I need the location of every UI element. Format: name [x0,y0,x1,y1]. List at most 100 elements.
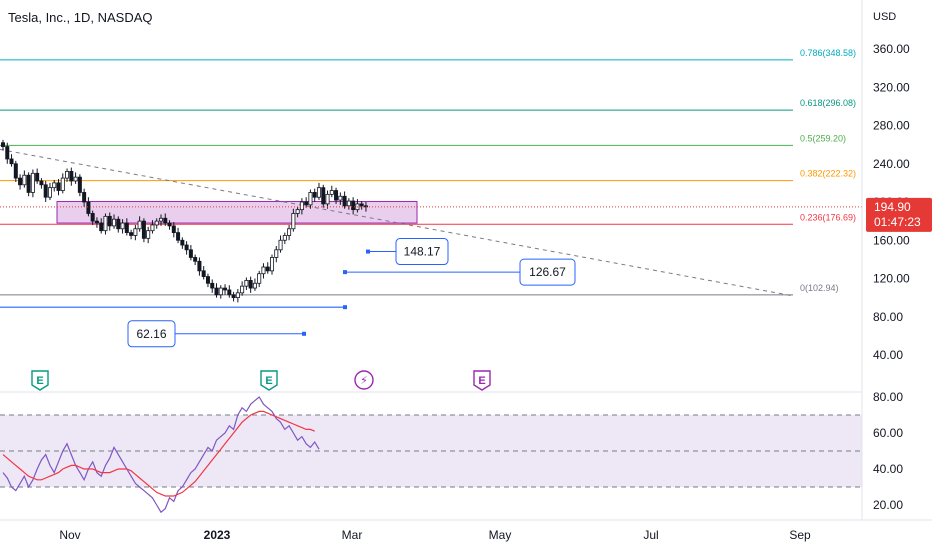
price-tick-label: 80.00 [873,310,903,324]
candle-body [60,177,65,191]
candle-body [180,239,185,246]
candle-body [351,200,356,211]
candle-body [112,218,117,227]
fib-retracement[interactable]: 0.786(348.58) 0.618(296.08) 0.5(259.20) 0.3… [0,48,856,296]
rsi-tick-label: 60.00 [873,426,903,440]
callout-anchor[interactable] [366,249,370,254]
price-label-box[interactable] [519,258,576,286]
event-glyph: E [265,375,272,387]
candle-body [154,220,159,226]
callout-anchor[interactable] [302,331,306,336]
callout-anchor[interactable] [343,270,347,275]
rsi-tick-label: 20.00 [873,498,903,512]
candle-body [171,225,176,233]
price-tick-label: 360.00 [873,42,910,56]
rsi-band-background [0,415,862,487]
price-label-text: 62.16 [136,327,166,341]
candlestick-series [0,139,862,303]
candle-body [252,282,257,289]
candle-body [124,222,129,234]
candle-body [210,282,215,289]
price-label-box[interactable] [127,320,176,348]
candle-body [201,270,206,277]
candle-body [325,193,330,205]
candle-body [338,195,343,201]
candle-body [176,232,181,241]
candle-body [193,257,198,262]
candle-body [282,235,287,241]
last-price-box [866,197,932,232]
candle-body [146,230,151,239]
candle-body [304,201,309,206]
price-tick-label: 240.00 [873,157,910,171]
earnings-event-icon[interactable] [260,370,278,391]
candle-body [299,201,304,211]
currency-label: USD [873,11,896,23]
upcoming-earnings-icon[interactable] [473,370,491,391]
descending-trendline[interactable] [0,148,793,297]
candle-body [223,287,228,291]
time-tick-label: Jul [643,528,658,542]
candle-body [240,285,245,294]
split-event-icon[interactable] [354,370,374,390]
candle-body [346,200,351,207]
fib-level-label: 0.5(259.20) [800,133,846,143]
candle-body [107,215,112,227]
candle-body [103,215,108,232]
earnings-event-icon[interactable] [31,370,49,391]
rsi-ma-line [2,410,315,497]
candle-body [218,287,223,296]
candle-body [116,218,121,230]
candle-body [0,142,6,147]
trendline[interactable] [0,148,793,297]
bar-countdown: 01:47:23 [874,215,921,229]
rsi-tick-label: 80.00 [873,390,903,404]
candle-body [167,222,172,227]
rsi-axis[interactable]: 80.00 60.00 40.00 20.00 [873,390,903,512]
candle-body [342,195,347,207]
time-axis[interactable]: Nov 2023 Mar May Jul Sep [59,528,811,542]
candle-body [5,146,10,160]
event-glyph: E [36,375,43,387]
candle-body [43,184,48,198]
candle-body [129,232,134,236]
candle-body [77,176,82,193]
candle-body [120,222,125,230]
candle-body [248,280,253,289]
time-tick-label: Sep [789,528,811,542]
candle-body [227,289,232,296]
events-row[interactable]: E E ⚡ E [31,370,491,391]
candle-body [137,220,142,230]
candle-body [39,180,44,186]
candle-body [308,192,313,206]
candle-body [359,203,364,207]
price-label-box[interactable] [395,238,449,266]
candle-body [56,182,61,191]
event-glyph: E [478,375,485,387]
price-label-text: 148.17 [404,245,441,259]
price-tick-label: 120.00 [873,272,910,286]
candle-body [47,187,52,198]
price-tick-label: 320.00 [873,80,910,94]
time-tick-label: Mar [342,528,363,542]
candle-body [163,217,168,224]
candle-body [329,190,334,195]
candle-body [321,187,326,205]
ray-anchor[interactable] [343,305,347,310]
candle-body [287,228,292,236]
candle-body [316,187,321,198]
candle-body [274,249,279,258]
candle-body [69,170,74,182]
candle-body [334,190,339,201]
price-labels[interactable]: 148.17 126.67 62.16 [0,238,576,348]
candle-body [82,192,87,203]
candle-body [214,287,219,296]
chart-title[interactable]: Tesla, Inc., 1D, NASDAQ [8,10,153,25]
candle-body [99,222,104,232]
candle-body [244,280,249,287]
fib-level-label: 0.236(176.69) [800,212,856,222]
candle-body [90,213,95,222]
candle-body [205,276,210,284]
candle-body [35,172,40,182]
